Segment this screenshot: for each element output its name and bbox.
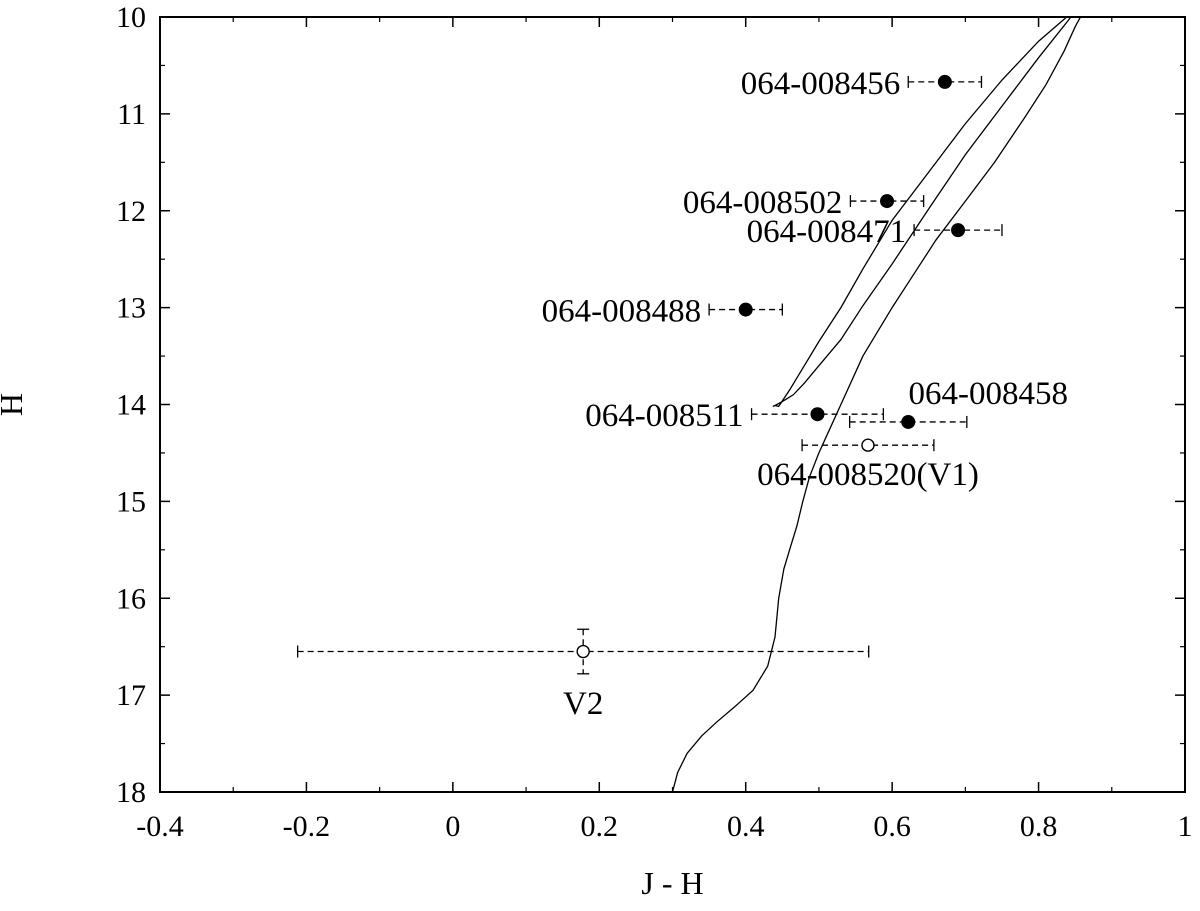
open-point [861,438,875,452]
filled-point [937,74,952,89]
star-064-008488: 064-008488 [542,294,783,330]
star-label: 064-008458 [909,376,1069,412]
plot-frame [159,16,1186,793]
y-tick-label: 17 [116,679,146,712]
filled-point [901,414,916,429]
star-label: 064-008471 [747,214,907,250]
y-tick-label: 11 [117,98,146,131]
x-tick-label: 0.2 [581,810,619,843]
star-064-008520-v1: 064-008520(V1) [757,438,979,493]
x-axis-label: J - H [641,865,703,901]
y-tick-label: 10 [116,1,146,34]
star-label: 064-008511 [585,398,743,434]
x-tick-label: -0.2 [283,810,331,843]
filled-point [880,194,895,209]
x-tick-label: -0.4 [136,810,184,843]
y-tick-label: 13 [116,292,146,325]
y-tick-label: 14 [116,389,146,422]
x-tick-label: 1 [1178,810,1193,843]
axis-ticks: -0.4 -0.2 0 0.2 0.4 0.6 0.8 1 10 11 12 13 14 15 16 17 18 [116,1,1193,843]
y-tick-label: 15 [116,485,146,518]
x-tick-label: 0.4 [727,810,765,843]
open-point [576,644,590,659]
y-tick-label: 12 [116,195,146,228]
y-tick-label: 18 [116,776,146,809]
star-064-008458: 064-008458 [849,376,1069,429]
star-label: V2 [563,686,603,722]
x-tick-label: 0.8 [1020,810,1058,843]
star-064-008511: 064-008511 [585,398,885,434]
star-label: 064-008456 [741,66,901,102]
star-064-008456: 064-008456 [741,66,983,102]
x-tick-label: 0 [445,810,460,843]
isochrone-branch-line [772,17,1072,408]
x-tick-label: 0.6 [873,810,911,843]
y-tick-label: 16 [116,582,146,615]
y-axis-label: H [0,393,29,416]
star-064-008502: 064-008502 [683,185,925,221]
star-v2: V2 [296,628,870,722]
star-label: 064-008502 [683,185,843,221]
star-label: 064-008488 [542,294,702,330]
filled-point [810,407,825,422]
model-curves [671,17,1082,792]
filled-point [951,223,966,238]
star-064-008471: 064-008471 [747,214,1003,250]
isochrone-line [671,17,1082,792]
star-label: 064-008520(V1) [757,457,979,493]
filled-point [738,302,753,317]
